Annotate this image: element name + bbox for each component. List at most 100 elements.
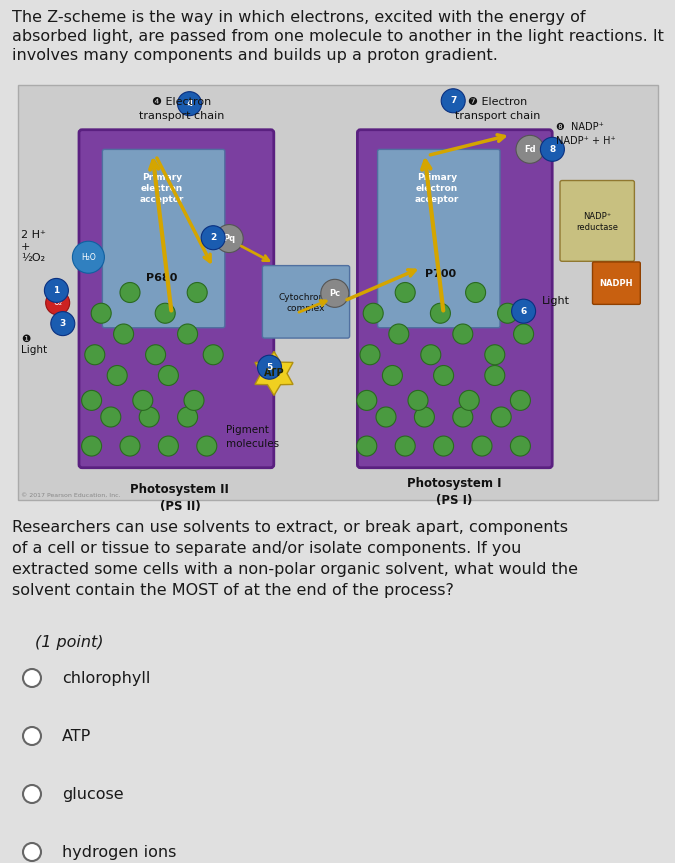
FancyBboxPatch shape	[103, 149, 225, 328]
Circle shape	[45, 279, 68, 302]
Circle shape	[357, 390, 377, 411]
Circle shape	[514, 324, 534, 344]
Text: Photosystem II
(PS II): Photosystem II (PS II)	[130, 483, 230, 513]
Circle shape	[497, 303, 518, 324]
Circle shape	[485, 366, 505, 386]
Circle shape	[82, 436, 102, 456]
Circle shape	[516, 135, 544, 163]
Circle shape	[408, 390, 428, 411]
Text: Primary
electron
acceptor: Primary electron acceptor	[140, 173, 184, 205]
Circle shape	[215, 224, 243, 253]
Text: absorbed light, are passed from one molecule to another in the light reactions. : absorbed light, are passed from one mole…	[12, 29, 664, 44]
Circle shape	[466, 282, 485, 303]
Circle shape	[459, 390, 479, 411]
Text: 3: 3	[59, 319, 66, 328]
Circle shape	[155, 303, 176, 324]
Circle shape	[187, 282, 207, 303]
Circle shape	[72, 242, 105, 274]
Text: The Z-scheme is the way in which electrons, excited with the energy of: The Z-scheme is the way in which electro…	[12, 10, 585, 25]
Circle shape	[46, 291, 70, 315]
Circle shape	[120, 436, 140, 456]
Circle shape	[395, 436, 415, 456]
Text: ❹ Electron
transport chain: ❹ Electron transport chain	[138, 98, 224, 121]
Circle shape	[23, 785, 41, 803]
Text: P700: P700	[425, 269, 456, 279]
Circle shape	[541, 137, 564, 161]
Circle shape	[85, 344, 105, 365]
Circle shape	[23, 669, 41, 687]
Circle shape	[433, 436, 454, 456]
Circle shape	[197, 436, 217, 456]
FancyBboxPatch shape	[593, 262, 641, 305]
Circle shape	[91, 303, 111, 324]
Circle shape	[82, 390, 102, 411]
FancyBboxPatch shape	[79, 129, 274, 468]
Circle shape	[178, 324, 198, 344]
Text: O₂: O₂	[53, 299, 62, 307]
Text: of a cell or tissue to separate and/or isolate components. If you: of a cell or tissue to separate and/or i…	[12, 541, 521, 556]
Circle shape	[472, 436, 492, 456]
Text: 6: 6	[520, 306, 527, 316]
Text: (1 point): (1 point)	[35, 635, 103, 650]
Circle shape	[178, 91, 202, 116]
Polygon shape	[255, 351, 293, 395]
Circle shape	[360, 344, 380, 365]
Circle shape	[113, 324, 134, 344]
Circle shape	[139, 407, 159, 427]
Circle shape	[159, 366, 178, 386]
Text: Pq: Pq	[223, 234, 236, 243]
Circle shape	[389, 324, 409, 344]
Text: Fd: Fd	[524, 145, 536, 154]
FancyBboxPatch shape	[560, 180, 634, 261]
Text: 2 H⁺
+
½O₂: 2 H⁺ + ½O₂	[21, 230, 46, 263]
Circle shape	[383, 366, 402, 386]
Circle shape	[395, 282, 415, 303]
Text: Researchers can use solvents to extract, or break apart, components: Researchers can use solvents to extract,…	[12, 520, 568, 535]
Text: extracted some cells with a non-polar organic solvent, what would the: extracted some cells with a non-polar or…	[12, 562, 578, 577]
Circle shape	[51, 312, 75, 336]
Text: Cytochrome
complex: Cytochrome complex	[279, 293, 333, 313]
Circle shape	[431, 303, 450, 324]
Text: 1: 1	[53, 286, 59, 295]
Text: NADP⁺
reductase: NADP⁺ reductase	[576, 212, 618, 232]
FancyBboxPatch shape	[377, 149, 500, 328]
Text: © 2017 Pearson Education, Inc.: © 2017 Pearson Education, Inc.	[21, 493, 121, 498]
Circle shape	[510, 390, 531, 411]
Circle shape	[133, 390, 153, 411]
Circle shape	[453, 407, 472, 427]
Text: ❶
Light: ❶ Light	[21, 334, 47, 356]
Text: Photosystem I
(PS I): Photosystem I (PS I)	[407, 477, 502, 507]
Circle shape	[363, 303, 383, 324]
Circle shape	[23, 843, 41, 861]
FancyBboxPatch shape	[357, 129, 552, 468]
Circle shape	[120, 282, 140, 303]
Text: P680: P680	[146, 273, 178, 283]
Circle shape	[485, 344, 505, 365]
Text: 2: 2	[210, 233, 216, 243]
Circle shape	[421, 344, 441, 365]
Text: H₂O: H₂O	[81, 253, 96, 261]
Circle shape	[203, 344, 223, 365]
Text: glucose: glucose	[62, 786, 124, 802]
Circle shape	[178, 407, 198, 427]
Circle shape	[201, 226, 225, 249]
Circle shape	[23, 727, 41, 745]
Text: ❼ Electron
transport chain: ❼ Electron transport chain	[456, 98, 541, 121]
Text: Primary
electron
acceptor: Primary electron acceptor	[415, 173, 460, 205]
Text: ❽  NADP⁺
NADP⁺ + H⁺: ❽ NADP⁺ NADP⁺ + H⁺	[556, 123, 616, 147]
Circle shape	[101, 407, 121, 427]
Text: Pc: Pc	[329, 289, 340, 298]
Text: ATP: ATP	[264, 369, 284, 378]
Circle shape	[107, 366, 127, 386]
FancyBboxPatch shape	[18, 85, 658, 500]
Text: 8: 8	[549, 145, 556, 154]
Circle shape	[184, 390, 204, 411]
Circle shape	[433, 366, 454, 386]
Circle shape	[357, 436, 377, 456]
Circle shape	[512, 299, 535, 323]
Text: hydrogen ions: hydrogen ions	[62, 845, 176, 860]
Text: Light: Light	[541, 296, 570, 306]
Circle shape	[453, 324, 472, 344]
Circle shape	[258, 356, 281, 379]
Text: chlorophyll: chlorophyll	[62, 671, 151, 685]
